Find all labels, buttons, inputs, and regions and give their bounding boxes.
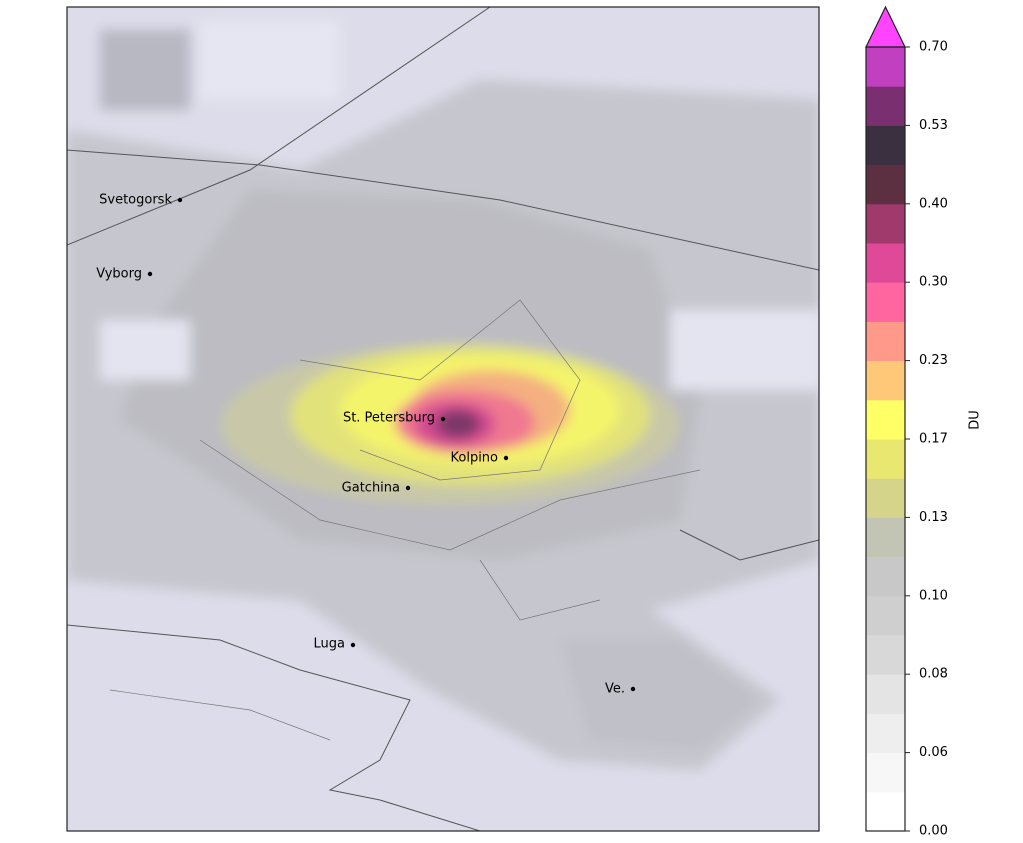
colorbar-tick-label: 0.00 [919,824,948,839]
colorbar-tick-label: 0.17 [919,432,948,447]
colorbar-band [866,47,905,87]
colorbar-tick-label: 0.53 [919,118,948,133]
colorbar-band [866,399,905,440]
colorbar: 0.00 0.06 0.08 0.10 0.13 0.17 0.23 0.30 0.40 0.53… [865,5,948,839]
colorbar-band [866,791,905,832]
colorbar-band [866,439,905,479]
colorbar-band [866,595,905,636]
map-field [67,20,819,770]
colorbar-band [866,86,905,126]
colorbar-band [866,674,905,714]
colorbar-band [866,125,905,166]
colorbar-band [866,243,905,283]
colorbar-band [866,635,905,675]
city-label: Ve. [605,682,625,697]
colorbar-band [866,321,905,362]
city-label: St. Petersburg [343,411,435,426]
colorbar-band [866,478,905,518]
colorbar-band [866,360,905,401]
colorbar-tick-label: 0.13 [919,510,948,525]
colorbar-band [866,713,905,754]
cities: Svetogorsk Vyborg St. Petersburg Kolpino… [96,193,636,697]
colorbar-tick-label: 0.10 [919,588,948,603]
colorbar-tick-label: 0.70 [919,40,948,55]
borders [67,7,819,831]
colorbar-tick-label: 0.30 [919,275,948,290]
city-label: Vyborg [96,267,142,282]
colorbar-extend [865,5,906,48]
colorbar-tick-label: 0.40 [919,196,948,211]
map-frame [66,6,820,832]
colorbar-tick-label: 0.08 [919,667,948,682]
city-label: Kolpino [451,451,499,466]
colorbar-band [866,517,905,558]
colorbar-tick-label: 0.06 [919,745,948,760]
city-label: Gatchina [342,481,400,496]
district-lines [109,299,701,741]
colorbar-tick-label: 0.23 [919,353,948,368]
colorbar-label: DU [968,410,983,430]
colorbar-band [866,164,905,205]
colorbar-band [866,556,905,597]
colorbar-band [866,752,905,793]
city-label: Svetogorsk [99,193,172,208]
map: Svetogorsk Vyborg St. Petersburg Kolpino… [67,7,819,831]
colorbar-band [866,282,905,322]
colorbar-band [866,203,905,244]
city-label: Luga [314,637,345,652]
